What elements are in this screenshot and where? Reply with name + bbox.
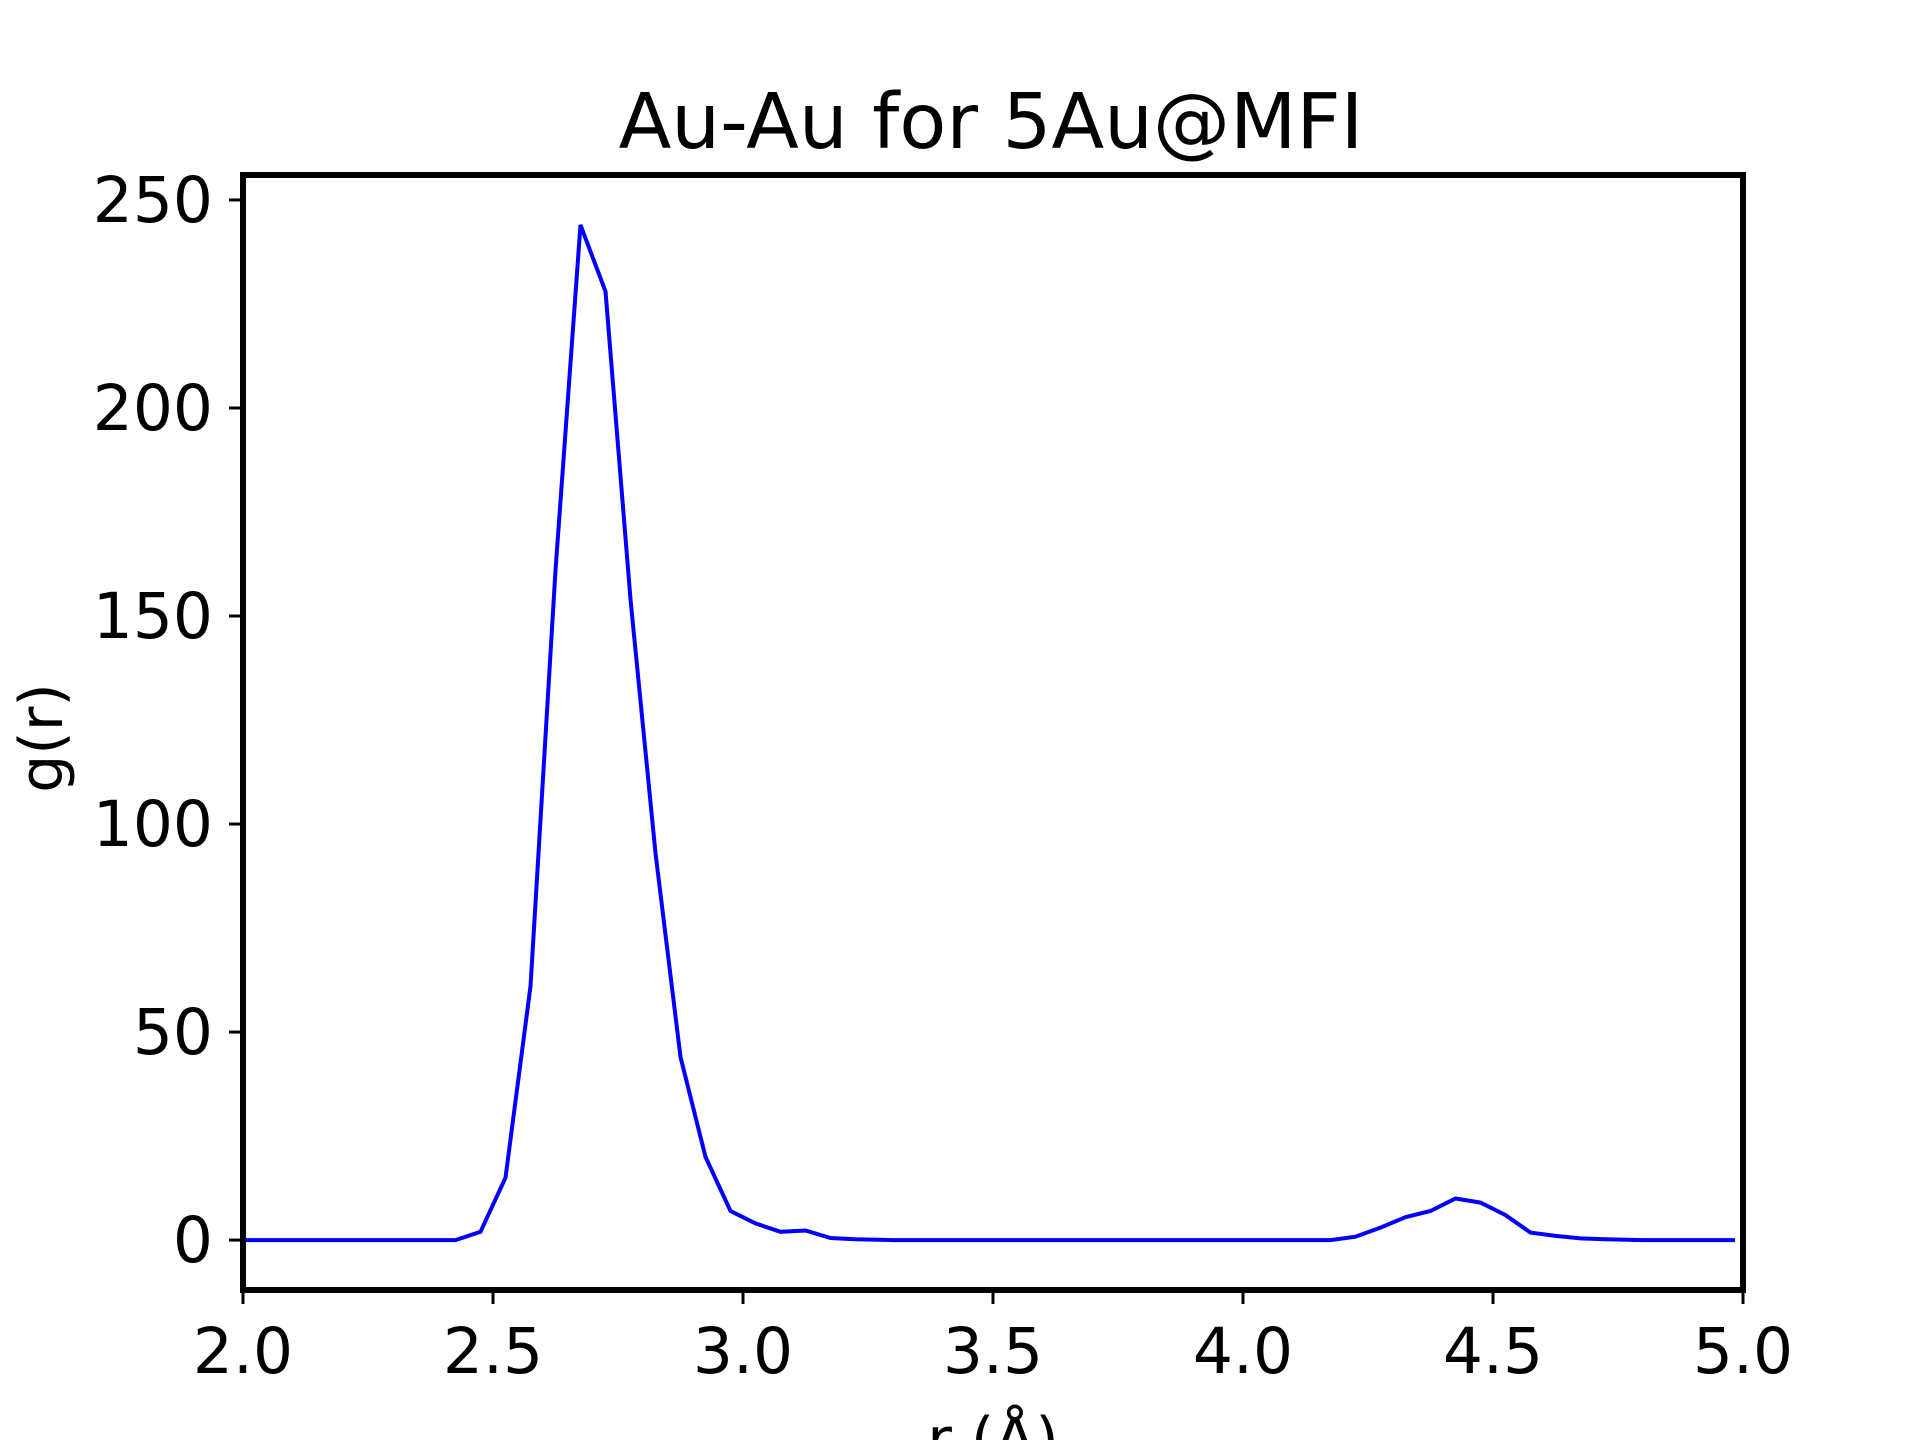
series-line xyxy=(241,224,1735,1243)
plot-frame xyxy=(240,172,1746,1293)
y-tick-label: 50 xyxy=(133,996,213,1069)
series-layer xyxy=(241,224,1735,1243)
chart-title: Au-Au for 5Au@MFI xyxy=(619,78,1364,167)
y-tick-label: 100 xyxy=(93,788,213,861)
y-axis-label: g(r) xyxy=(7,683,77,793)
y-tick-label: 150 xyxy=(93,580,213,653)
x-axis-label: r (Å) xyxy=(927,1404,1059,1440)
y-tick-label: 0 xyxy=(173,1204,213,1277)
x-tick-label: 5.0 xyxy=(1693,1315,1793,1388)
y-tick-label: 250 xyxy=(93,164,213,237)
tick-layer: 2.0 2.5 3.0 3.5 4.0 4.5 5.0 0 50 100 150 200 250 xyxy=(93,164,1793,1388)
x-tick-label: 4.5 xyxy=(1443,1315,1543,1388)
x-tick-label: 3.5 xyxy=(943,1315,1043,1388)
x-tick-label: 2.5 xyxy=(443,1315,543,1388)
x-tick-label: 3.0 xyxy=(693,1315,793,1388)
y-tick-label: 200 xyxy=(93,372,213,445)
x-tick-label: 2.0 xyxy=(193,1315,293,1388)
x-tick-label: 4.0 xyxy=(1193,1315,1293,1388)
